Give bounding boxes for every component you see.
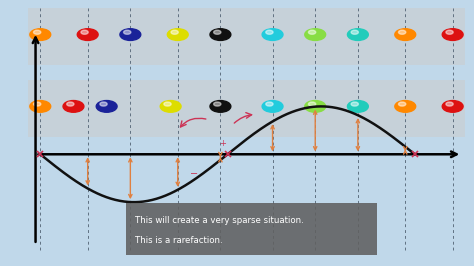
Text: +: + — [219, 139, 226, 148]
Circle shape — [399, 30, 406, 34]
FancyBboxPatch shape — [126, 203, 377, 255]
Circle shape — [120, 29, 141, 40]
Circle shape — [446, 30, 453, 34]
Circle shape — [214, 30, 221, 34]
Circle shape — [30, 101, 51, 112]
Text: This will create a very sparse situation.: This will create a very sparse situation… — [135, 216, 304, 225]
Circle shape — [347, 29, 368, 40]
Circle shape — [309, 102, 316, 106]
Circle shape — [30, 29, 51, 40]
Circle shape — [262, 29, 283, 40]
Circle shape — [305, 29, 326, 40]
Circle shape — [442, 101, 463, 112]
Circle shape — [100, 102, 107, 106]
Circle shape — [266, 102, 273, 106]
Text: This is a rarefaction.: This is a rarefaction. — [135, 236, 223, 245]
Circle shape — [399, 102, 406, 106]
Circle shape — [81, 30, 88, 34]
Circle shape — [124, 30, 131, 34]
Circle shape — [167, 29, 188, 40]
Circle shape — [171, 30, 178, 34]
Circle shape — [446, 102, 453, 106]
Circle shape — [77, 29, 98, 40]
Text: −: − — [190, 169, 199, 179]
Circle shape — [164, 102, 171, 106]
Circle shape — [351, 30, 358, 34]
Circle shape — [262, 101, 283, 112]
Circle shape — [442, 29, 463, 40]
Circle shape — [266, 30, 273, 34]
Circle shape — [214, 102, 221, 106]
Circle shape — [351, 102, 358, 106]
Circle shape — [34, 102, 41, 106]
Circle shape — [210, 29, 231, 40]
Circle shape — [34, 30, 41, 34]
Circle shape — [160, 101, 181, 112]
Circle shape — [67, 102, 74, 106]
Bar — [28, 8, 465, 65]
Circle shape — [210, 101, 231, 112]
Bar — [28, 80, 465, 137]
Circle shape — [395, 101, 416, 112]
Circle shape — [96, 101, 117, 112]
Circle shape — [347, 101, 368, 112]
Circle shape — [305, 101, 326, 112]
Circle shape — [395, 29, 416, 40]
Circle shape — [309, 30, 316, 34]
Circle shape — [63, 101, 84, 112]
